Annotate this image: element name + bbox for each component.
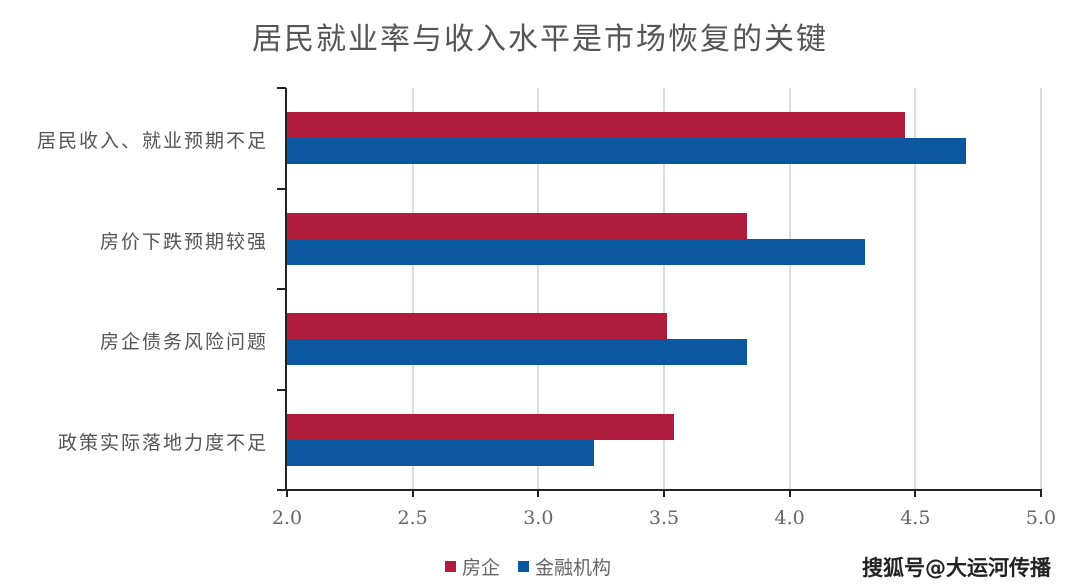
x-tick-label: 4.0: [774, 507, 805, 529]
bar-financial: [287, 439, 594, 466]
legend: 房企 金融机构: [445, 553, 629, 580]
gridline: [914, 88, 917, 490]
x-tick-label: 4.5: [900, 507, 931, 529]
gridline: [537, 88, 540, 490]
legend-item-real-estate: 房企: [445, 553, 500, 580]
x-tick: [286, 489, 288, 497]
legend-swatch: [445, 561, 456, 572]
bar-financial: [287, 238, 866, 265]
x-tick: [1040, 489, 1042, 497]
y-tick: [277, 288, 286, 290]
x-tick-label: 5.0: [1025, 507, 1057, 529]
bar-real-estate: [287, 212, 747, 239]
gridline: [411, 88, 414, 490]
gridline: [1040, 88, 1042, 490]
x-tick-label: 2.5: [397, 507, 428, 529]
y-axis: [285, 88, 287, 491]
gridline: [663, 88, 665, 490]
gridline: [788, 88, 791, 490]
category-label: 房企债务风险问题: [99, 331, 268, 353]
category-label: 政策实际落地力度不足: [57, 431, 268, 454]
y-tick: [277, 388, 286, 391]
category-label: 房价下跌预期较强: [99, 230, 268, 253]
bar-financial: [287, 339, 747, 365]
chart-title: 居民就业率与收入水平是市场恢复的关键: [252, 22, 828, 57]
legend-label: 房企: [462, 557, 501, 579]
y-tick: [277, 87, 286, 89]
y-tick: [277, 489, 286, 491]
legend-item-financial: 金融机构: [518, 553, 611, 580]
x-tick: [411, 489, 414, 497]
y-tick: [277, 187, 286, 190]
bar-real-estate: [287, 413, 675, 440]
x-tick-label: 3.0: [523, 507, 554, 529]
watermark: 搜狐号@大运河传播: [862, 556, 1051, 580]
bar-real-estate: [287, 112, 906, 138]
bar-real-estate: [287, 313, 667, 339]
legend-label: 金融机构: [535, 557, 612, 579]
x-tick-label: 3.5: [648, 507, 680, 529]
x-tick: [537, 489, 540, 497]
bar-financial: [287, 138, 966, 164]
x-tick: [914, 489, 917, 497]
category-label: 居民收入、就业预期不足: [36, 130, 268, 152]
x-tick: [788, 489, 791, 497]
x-tick-label: 2.0: [271, 507, 303, 529]
legend-swatch: [518, 561, 530, 572]
x-tick: [663, 489, 665, 497]
